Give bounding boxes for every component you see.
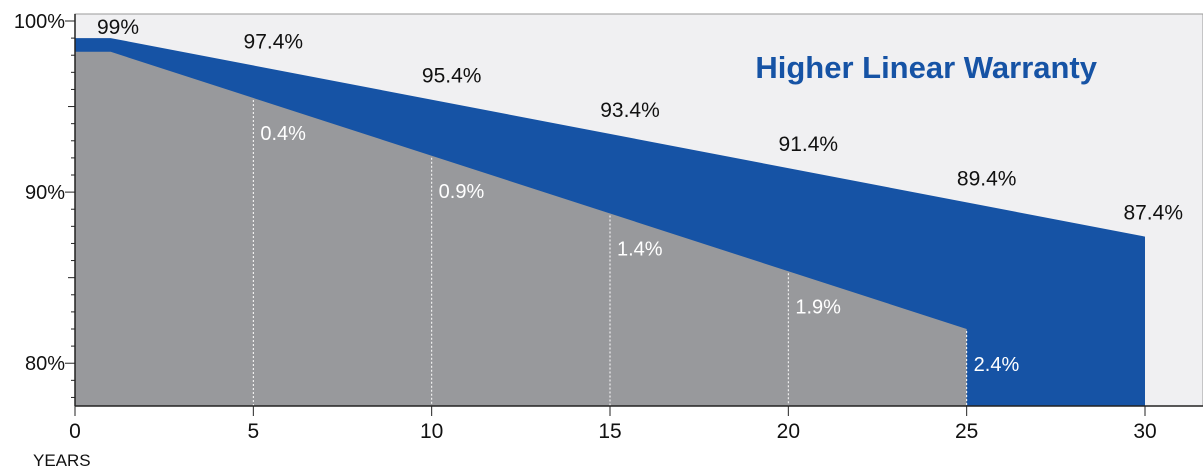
x-tick-label: 25	[955, 420, 978, 443]
x-axis-title: YEARS	[33, 451, 91, 470]
difference-label: 1.4%	[617, 239, 663, 261]
upper-value-labels: 99% 97.4% 95.4% 93.4% 91.4% 89.4% 87.4%	[97, 16, 1183, 225]
upper-value-label: 97.4%	[244, 30, 304, 53]
x-tick-label: 5	[247, 420, 259, 443]
difference-label: 1.9%	[795, 296, 841, 318]
x-tick-label: 10	[420, 420, 443, 443]
difference-label: 0.4%	[260, 123, 306, 145]
y-axis: 100% 90% 80%	[14, 11, 76, 406]
x-tick-label: 20	[777, 420, 800, 443]
x-tick-label: 0	[69, 420, 81, 443]
y-tick-label: 90%	[25, 182, 65, 204]
upper-value-label: 99%	[97, 16, 139, 39]
difference-label: 2.4%	[974, 354, 1020, 376]
upper-value-label: 87.4%	[1123, 202, 1183, 225]
upper-value-label: 93.4%	[600, 99, 660, 122]
upper-value-label: 95.4%	[422, 65, 482, 88]
year-dividers	[252, 100, 968, 406]
chart-title: Higher Linear Warranty	[755, 50, 1097, 85]
lower-warranty-area	[75, 51, 967, 407]
y-tick-label: 100%	[14, 11, 65, 33]
upper-value-label: 91.4%	[779, 133, 839, 156]
upper-value-label: 89.4%	[957, 167, 1017, 190]
x-axis: 0 5 10 15 20 25 30	[69, 405, 1203, 443]
x-tick-label: 30	[1133, 420, 1156, 443]
difference-label: 0.9%	[439, 181, 485, 203]
x-tick-label: 15	[598, 420, 621, 443]
difference-labels: 0.4% 0.9% 1.4% 1.9% 2.4%	[260, 123, 1019, 376]
y-tick-label: 80%	[25, 353, 65, 375]
